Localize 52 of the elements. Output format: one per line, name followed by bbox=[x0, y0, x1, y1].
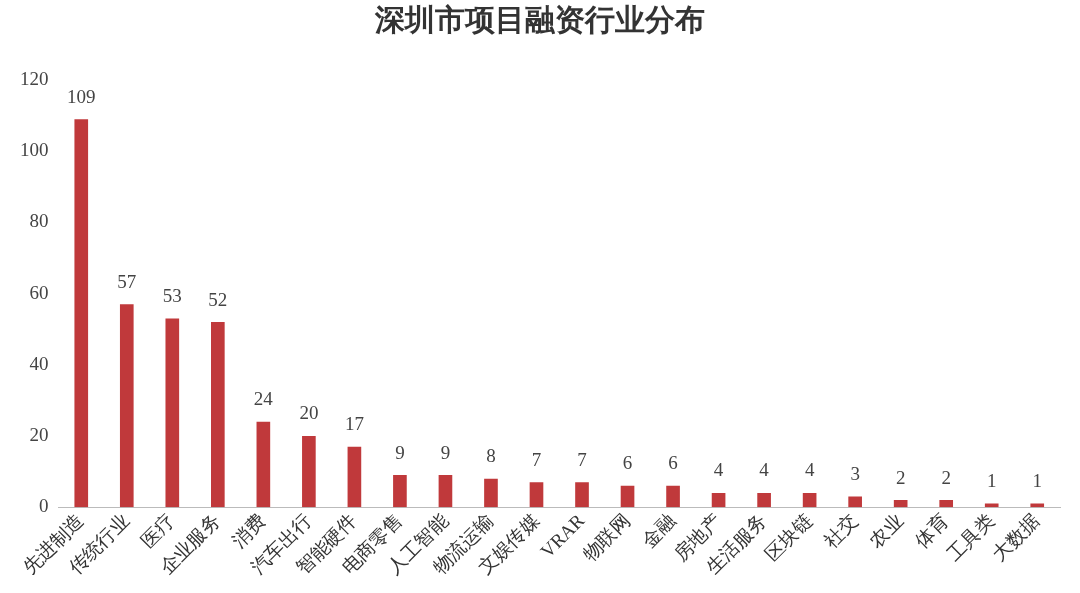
bar bbox=[757, 492, 771, 508]
data-label: 3 bbox=[850, 462, 860, 484]
data-label: 9 bbox=[395, 441, 405, 463]
data-label: 4 bbox=[804, 459, 815, 481]
bar bbox=[529, 482, 544, 508]
data-label: 9 bbox=[440, 441, 451, 463]
data-label: 4 bbox=[759, 459, 770, 481]
data-label: 2 bbox=[941, 466, 951, 488]
bar bbox=[211, 322, 225, 508]
data-label: 8 bbox=[486, 445, 496, 467]
bar bbox=[393, 475, 407, 508]
bar bbox=[575, 482, 589, 508]
y-tick-label: 40 bbox=[29, 352, 49, 374]
bar bbox=[484, 478, 498, 508]
y-tick-label: 120 bbox=[20, 67, 49, 89]
data-label: 24 bbox=[253, 388, 274, 410]
bar bbox=[711, 492, 726, 508]
bar bbox=[666, 485, 680, 508]
y-tick-label: 100 bbox=[20, 139, 49, 161]
x-tick-label: 农业 bbox=[865, 509, 908, 552]
bar bbox=[939, 500, 954, 508]
bar bbox=[256, 421, 271, 508]
data-label: 4 bbox=[713, 459, 724, 481]
bar bbox=[119, 304, 134, 508]
data-label: 20 bbox=[299, 402, 319, 424]
bar bbox=[347, 446, 362, 508]
bar bbox=[302, 435, 316, 508]
data-label: 2 bbox=[895, 466, 906, 488]
data-label: 7 bbox=[531, 448, 542, 470]
data-label: 17 bbox=[344, 413, 364, 435]
chart-title: 深圳市项目融资行业分布 bbox=[374, 2, 706, 38]
data-label: 1 bbox=[986, 470, 997, 492]
data-label: 6 bbox=[668, 452, 678, 474]
bar bbox=[620, 485, 635, 508]
data-label: 109 bbox=[67, 85, 96, 107]
bar bbox=[438, 475, 453, 508]
y-tick-label: 80 bbox=[29, 210, 49, 232]
x-tick-label: 社交 bbox=[819, 509, 862, 552]
y-tick-label: 20 bbox=[29, 423, 49, 445]
bar bbox=[74, 119, 89, 508]
data-label: 6 bbox=[622, 452, 633, 474]
y-tick-label: 60 bbox=[29, 281, 49, 303]
data-label: 1 bbox=[1032, 470, 1042, 492]
bar bbox=[165, 318, 180, 508]
data-label: 7 bbox=[577, 448, 587, 470]
bar bbox=[802, 492, 817, 508]
bar bbox=[848, 496, 862, 508]
y-tick-label: 0 bbox=[39, 495, 49, 517]
bar bbox=[893, 500, 908, 508]
data-label: 53 bbox=[162, 284, 182, 306]
data-label: 57 bbox=[117, 270, 137, 292]
data-label: 52 bbox=[208, 288, 228, 310]
